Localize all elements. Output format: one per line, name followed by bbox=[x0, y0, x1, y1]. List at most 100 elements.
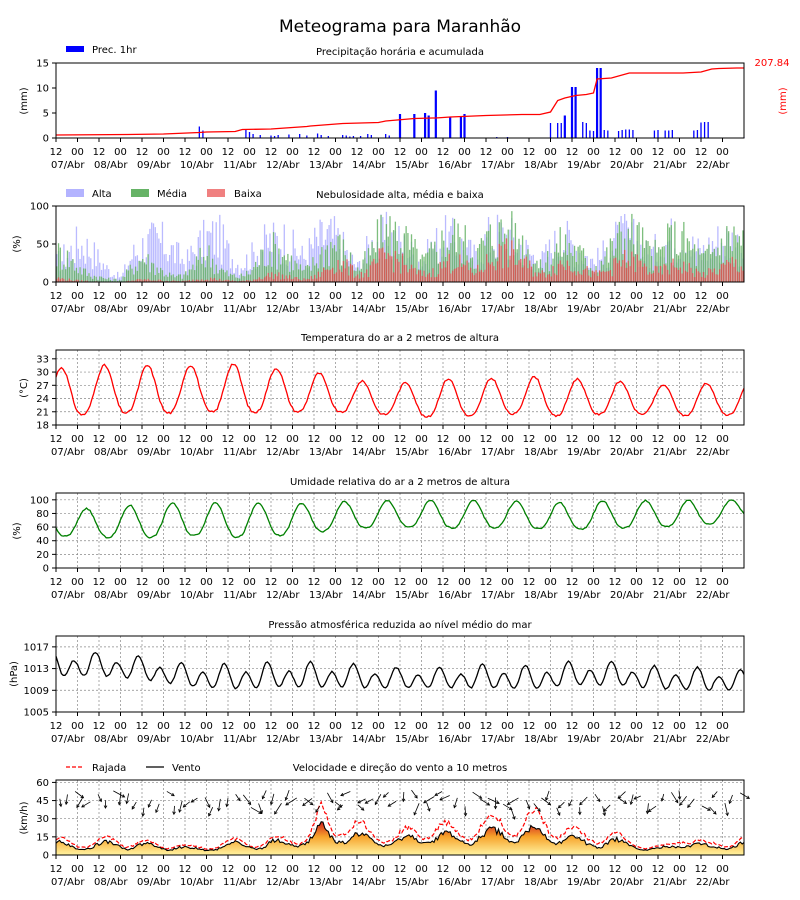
cloud-high-bar bbox=[224, 248, 226, 282]
x-hour-label: 00 bbox=[458, 434, 471, 445]
cloud-high-bar bbox=[328, 225, 330, 282]
x-hour-label: 12 bbox=[566, 577, 579, 588]
wind-direction-arrow bbox=[218, 798, 221, 811]
cloud-low-bar bbox=[477, 264, 479, 282]
cloud-low-bar bbox=[398, 261, 400, 282]
wind-direction-arrow bbox=[97, 794, 102, 802]
wind-direction-arrow bbox=[502, 803, 513, 810]
x-hour-label: 12 bbox=[265, 434, 278, 445]
cloud-high-bar bbox=[315, 236, 318, 282]
wind-arrow-head bbox=[382, 794, 387, 798]
cloud-mid-bar bbox=[661, 246, 663, 282]
precip-bar bbox=[617, 131, 620, 138]
wind-arrow-head bbox=[237, 797, 241, 802]
cloud-low-bar bbox=[299, 280, 302, 282]
cloud-mid-bar bbox=[704, 250, 706, 282]
cloud-high-bar bbox=[177, 242, 180, 282]
cloud-low-bar bbox=[475, 273, 477, 282]
cloud-low-bar bbox=[149, 280, 151, 282]
precip-bar bbox=[574, 87, 577, 138]
cloud-low-bar bbox=[351, 265, 354, 282]
cloud-mid-bar bbox=[376, 219, 379, 282]
cloud-low-bar bbox=[731, 256, 733, 282]
cloud-low-bar bbox=[670, 262, 672, 282]
wind-arrow-head bbox=[623, 800, 628, 804]
x-hour-label: 00 bbox=[630, 434, 643, 445]
cloud-low-bar bbox=[371, 261, 373, 282]
cloud-high-bar bbox=[179, 263, 182, 282]
x-hour-label: 12 bbox=[136, 721, 149, 732]
x-hour-label: 00 bbox=[71, 864, 84, 875]
wind-arrow-head bbox=[103, 805, 108, 809]
wind-arrow-head bbox=[259, 810, 263, 814]
cloud-low-bar bbox=[154, 280, 156, 282]
cloud-low-bar bbox=[633, 256, 635, 282]
wind-direction-arrow bbox=[413, 803, 420, 816]
cloud-mid-bar bbox=[658, 247, 660, 282]
cloud-mid-bar bbox=[265, 266, 268, 282]
cloud-low-bar bbox=[344, 268, 346, 282]
cloud-low-bar bbox=[699, 272, 701, 282]
cloud-mid-bar bbox=[215, 264, 217, 282]
cloud-high-bar bbox=[475, 251, 477, 282]
precip-bar bbox=[299, 134, 301, 138]
y-tick-label: 80 bbox=[36, 509, 49, 520]
x-date-label: 19/Abr bbox=[567, 590, 601, 601]
cloud-low-bar bbox=[554, 273, 556, 282]
cloud-high-bar bbox=[104, 269, 106, 282]
cloud-mid-bar bbox=[160, 267, 162, 282]
x-hour-label: 12 bbox=[652, 721, 665, 732]
x-date-label: 07/Abr bbox=[51, 734, 85, 745]
wind-title: Velocidade e direção do vento a 10 metro… bbox=[293, 763, 507, 774]
cloud-mid-bar bbox=[668, 227, 671, 282]
wind-direction-arrow bbox=[142, 807, 145, 817]
temp-ylabel: (°C) bbox=[19, 378, 30, 398]
cloud-high-bar bbox=[203, 219, 205, 282]
cloud-low-bar bbox=[136, 279, 139, 282]
cloud-low-bar bbox=[68, 278, 70, 282]
cloud-mid-bar bbox=[736, 242, 739, 282]
y-tick-label: 50 bbox=[36, 240, 49, 251]
wind-direction-arrow bbox=[59, 798, 62, 807]
wind-arrow-head bbox=[423, 799, 427, 804]
cloud-low-bar bbox=[597, 275, 599, 282]
wind-arrow-head bbox=[647, 808, 652, 813]
cloud-mid-bar bbox=[400, 248, 402, 282]
cloud-low-bar bbox=[127, 280, 130, 282]
humidity-plot: 0 20 40 60 80 100 12 00 12 00 12 00 12 00 12 00 12 00 12 00… bbox=[30, 492, 745, 601]
x-hour-label: 12 bbox=[523, 864, 536, 875]
x-hour-label: 12 bbox=[480, 577, 493, 588]
wind-arrow-head bbox=[247, 801, 252, 806]
x-hour-label: 12 bbox=[394, 577, 407, 588]
cloud-low-bar bbox=[142, 280, 144, 282]
cloud-low-bar bbox=[380, 248, 382, 282]
x-hour-label: 12 bbox=[609, 864, 622, 875]
x-hour-label: 12 bbox=[480, 434, 493, 445]
wind-arrow-head bbox=[633, 796, 638, 800]
cloud-low-bar bbox=[172, 280, 174, 282]
x-hour-label: 00 bbox=[329, 864, 342, 875]
x-hour-label: 12 bbox=[695, 864, 708, 875]
cloud-low-bar bbox=[615, 257, 617, 282]
cloud-mid-bar bbox=[335, 251, 337, 282]
cloud-low-bar bbox=[593, 271, 595, 282]
wind-direction-arrow bbox=[472, 791, 482, 799]
cloud-low-bar bbox=[416, 274, 418, 282]
cloud-high-bar bbox=[246, 254, 248, 282]
wind-arrow-head bbox=[207, 804, 211, 809]
cloud-low-bar bbox=[407, 272, 409, 282]
cloud-mid-bar bbox=[688, 241, 690, 282]
cloud-mid-bar bbox=[186, 275, 189, 282]
cloud-low-bar bbox=[491, 262, 493, 282]
wind-direction-arrow bbox=[302, 798, 313, 806]
cloud-mid-bar bbox=[514, 223, 517, 282]
wind-arrow-head bbox=[414, 794, 418, 799]
cloud-high-bar bbox=[301, 245, 303, 282]
wind-direction-arrow bbox=[242, 794, 251, 805]
x-date-label: 20/Abr bbox=[610, 160, 644, 171]
cloud-low-bar bbox=[321, 272, 323, 282]
cloud-low-bar bbox=[414, 267, 416, 282]
cloud-low-bar bbox=[468, 270, 470, 282]
cloud-low-bar bbox=[516, 264, 518, 282]
x-hour-label: 12 bbox=[50, 434, 63, 445]
